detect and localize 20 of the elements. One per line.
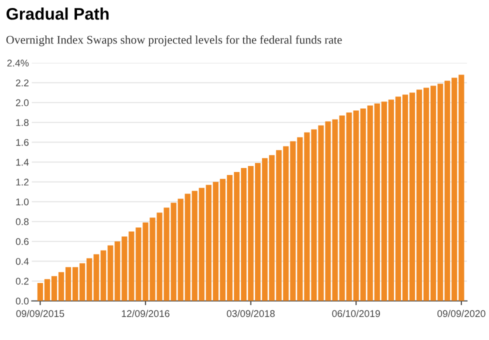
x-tick-label: 03/09/2018 (226, 310, 275, 318)
chart-title: Gradual Path (6, 8, 109, 20)
x-tick-label: 06/10/2019 (332, 310, 380, 318)
y-tick-label: 0.4 (16, 258, 29, 265)
y-tick-label: 1.6 (16, 138, 29, 146)
x-tick-label: 12/09/2016 (122, 310, 170, 318)
y-tick-label: 1.8 (16, 119, 29, 126)
x-tick-label: 09/09/2020 (437, 310, 486, 318)
y-tick-label: 1.4 (16, 158, 29, 166)
y-tick-label: 0.2 (16, 278, 29, 285)
y-tick-label: 2.2 (16, 79, 29, 86)
y-tick-label: 1.2 (16, 178, 29, 186)
y-tick-label: 2.0 (16, 99, 29, 106)
chart-subtitle: Overnight Index Swaps show projected levels for the federal funds rate (6, 35, 342, 46)
x-tick-label: 09/09/2015 (16, 310, 64, 318)
y-tick-label: 1.0 (16, 198, 29, 206)
y-tick-label: 2.4% (7, 60, 29, 66)
y-tick-label: 0.8 (16, 218, 29, 226)
y-tick-label: 0.6 (16, 238, 29, 246)
y-tick-label: 0.0 (16, 298, 29, 305)
